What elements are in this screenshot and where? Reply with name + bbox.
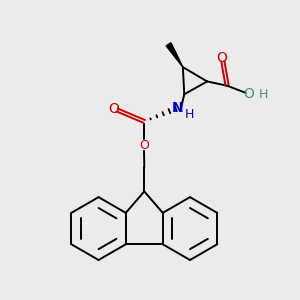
Text: H: H: [185, 108, 194, 122]
Text: N: N: [171, 101, 183, 115]
Text: O: O: [108, 102, 119, 116]
Text: O: O: [216, 51, 227, 65]
Polygon shape: [166, 43, 183, 67]
Text: O: O: [244, 87, 255, 101]
Text: H: H: [259, 88, 268, 101]
Text: O: O: [139, 139, 149, 152]
